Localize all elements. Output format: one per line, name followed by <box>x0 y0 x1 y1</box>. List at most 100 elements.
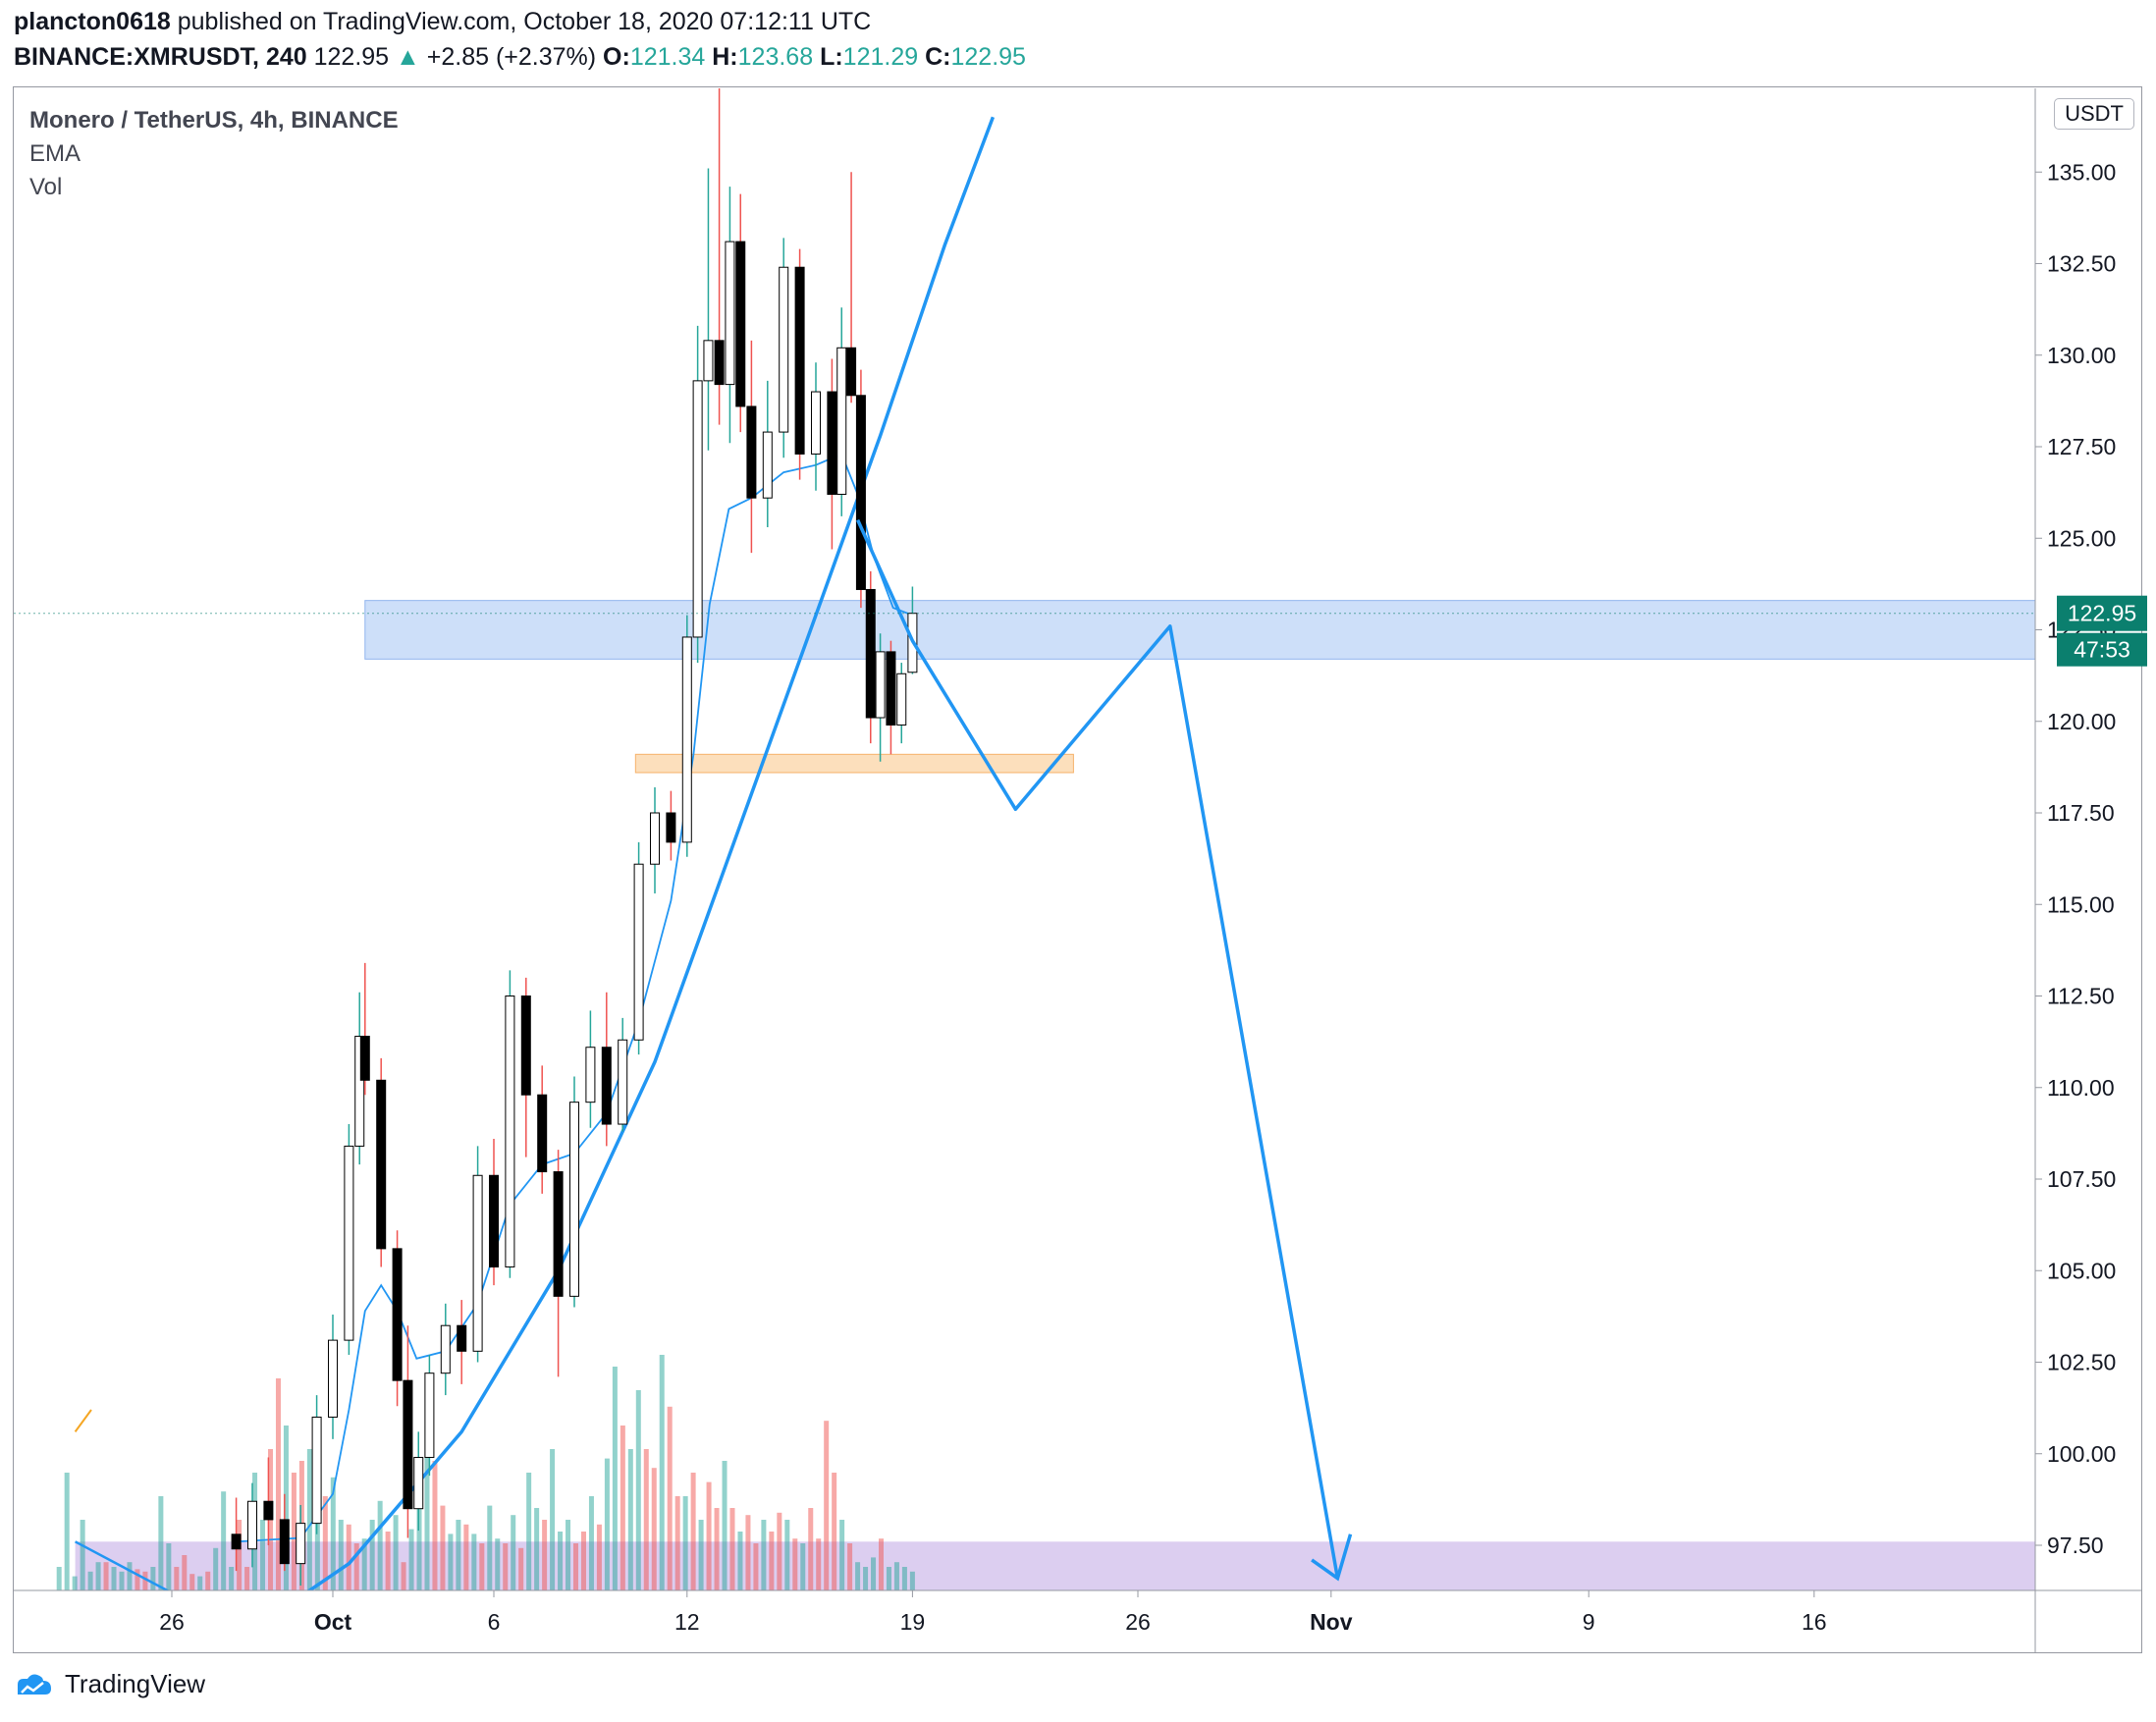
volume-bar <box>808 1508 814 1590</box>
volume-bar <box>346 1524 351 1590</box>
volume-bar <box>659 1355 665 1590</box>
y-tick-label: 125.00 <box>2047 525 2116 551</box>
volume-bar <box>542 1520 548 1590</box>
x-tick-label: 26 <box>159 1609 185 1635</box>
volume-bar <box>566 1520 571 1590</box>
volume-bar <box>635 1390 641 1590</box>
volume-bar <box>729 1508 735 1590</box>
y-tick-label: 130.00 <box>2047 343 2116 368</box>
volume-bar <box>197 1576 203 1590</box>
candle-body <box>735 241 746 407</box>
candle-body <box>585 1047 596 1103</box>
candle-body <box>827 391 837 495</box>
volume-bar <box>119 1571 125 1590</box>
volume-bar <box>463 1524 469 1590</box>
volume-bar <box>72 1576 78 1590</box>
resistance-zone <box>364 600 2035 660</box>
volume-bar <box>879 1538 885 1590</box>
publish-info: plancton0618 published on TradingView.co… <box>14 8 871 36</box>
author-name[interactable]: plancton0618 <box>14 8 171 35</box>
volume-bar <box>643 1449 649 1590</box>
volume-bar <box>620 1426 625 1590</box>
candle-body <box>505 996 515 1268</box>
open-label: O: <box>603 43 630 71</box>
volume-bar <box>558 1532 564 1590</box>
volume-bar <box>229 1567 235 1590</box>
candle-body <box>569 1102 579 1297</box>
candle-body <box>354 1036 365 1147</box>
volume-bar <box>832 1473 837 1590</box>
volume-bar <box>847 1543 853 1590</box>
volume-bar <box>393 1515 399 1590</box>
candle-body <box>296 1523 306 1565</box>
y-tick-label: 132.50 <box>2047 251 2116 277</box>
volume-bar <box>456 1520 461 1590</box>
volume-bar <box>863 1567 869 1590</box>
volume-bar <box>244 1567 250 1590</box>
close-label: C: <box>925 43 951 71</box>
volume-bar <box>103 1562 109 1590</box>
volume-bar <box>604 1458 610 1590</box>
candle-body <box>692 380 703 638</box>
ema-stub <box>74 1409 92 1432</box>
volume-bar <box>237 1520 243 1590</box>
volume-bar <box>706 1481 712 1590</box>
candle-body <box>311 1416 322 1525</box>
y-tick-label: 120.00 <box>2047 709 2116 734</box>
volume-bar <box>901 1567 907 1590</box>
currency-button[interactable]: USDT <box>2054 98 2134 130</box>
x-tick-label: 6 <box>488 1609 501 1635</box>
candle-body <box>537 1094 548 1173</box>
volume-bar <box>487 1505 493 1590</box>
volume-bar <box>338 1520 344 1590</box>
y-tick-label: 102.50 <box>2047 1350 2116 1375</box>
volume-bar <box>135 1569 140 1590</box>
volume-bar <box>205 1571 211 1590</box>
y-tick-label: 105.00 <box>2047 1258 2116 1283</box>
footer-brand[interactable]: TradingView <box>65 1669 206 1698</box>
legend-vol[interactable]: Vol <box>29 174 63 200</box>
candle-body <box>489 1174 499 1268</box>
candle-body <box>865 588 876 719</box>
volume-bar <box>221 1491 227 1590</box>
footer: TradingView <box>14 1669 205 1699</box>
volume-bar <box>893 1562 899 1590</box>
volume-bar <box>588 1496 594 1590</box>
countdown-tag <box>2057 632 2147 667</box>
candle-body <box>392 1248 403 1381</box>
volume-bar <box>690 1473 696 1590</box>
volume-bar <box>682 1496 688 1590</box>
plot-area <box>14 88 2035 1590</box>
x-tick-label: 16 <box>1802 1609 1827 1635</box>
candle-body <box>376 1079 387 1250</box>
up-triangle-icon: ▲ <box>396 43 420 71</box>
volume-bar <box>714 1508 720 1590</box>
candle-body <box>413 1456 424 1510</box>
volume-bar <box>377 1500 383 1590</box>
volume-bar <box>753 1543 759 1590</box>
volume-bar <box>769 1532 775 1590</box>
x-tick-label: Oct <box>314 1609 352 1635</box>
parabolic-curve <box>306 116 996 1590</box>
x-tick-label: Nov <box>1310 1609 1353 1635</box>
volume-bar <box>479 1543 485 1590</box>
low-label: L: <box>820 43 843 71</box>
volume-bar <box>503 1543 509 1590</box>
volume-bar <box>761 1520 767 1590</box>
candle-body <box>440 1324 451 1374</box>
tradingview-logo-icon <box>18 1674 51 1695</box>
volume-bar <box>56 1567 62 1590</box>
symbol-label: BINANCE:XMRUSDT, 240 <box>14 43 307 71</box>
volume-bar <box>580 1532 586 1590</box>
candle-body <box>231 1534 242 1550</box>
volume-bar <box>534 1508 540 1590</box>
volume-bar <box>330 1477 336 1590</box>
candle-body <box>762 431 773 499</box>
close-value: 122.95 <box>950 43 1026 71</box>
volume-bar <box>361 1538 367 1590</box>
volume-bar <box>596 1524 602 1590</box>
legend-ema[interactable]: EMA <box>29 140 81 167</box>
volume-bar <box>401 1562 406 1590</box>
volume-bar <box>64 1473 70 1590</box>
